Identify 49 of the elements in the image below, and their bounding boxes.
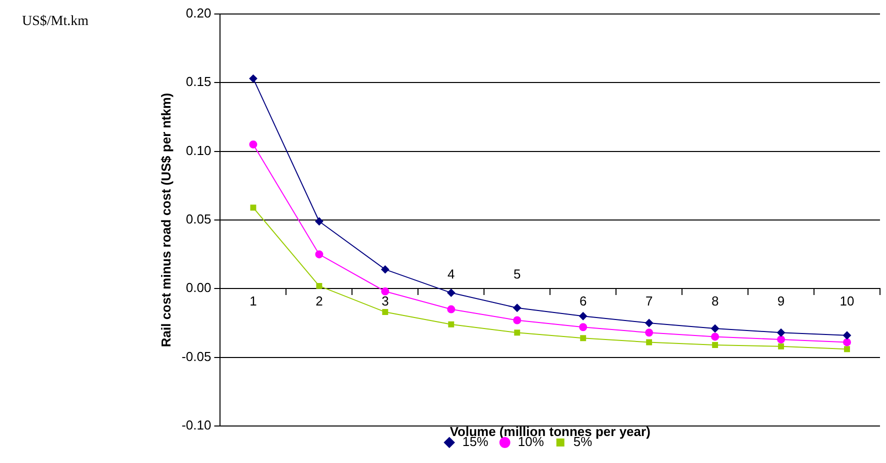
point [514, 330, 520, 336]
x-tick-label: 8 [711, 294, 719, 309]
point [381, 287, 390, 296]
point [711, 324, 720, 332]
y-tick-label: 0.00 [186, 280, 212, 296]
point [316, 282, 322, 289]
point [579, 312, 588, 320]
y-tick-label: 0.10 [186, 142, 212, 158]
y-tick-label: 0.15 [186, 74, 212, 90]
x-tick-label: 4 [448, 266, 455, 282]
point [447, 305, 456, 314]
point [381, 265, 390, 274]
text: US$/Mt.km [22, 14, 89, 30]
x-tick-label: 10 [840, 294, 854, 309]
point [778, 343, 784, 350]
point [448, 321, 454, 328]
point [777, 335, 786, 344]
point [645, 319, 654, 327]
point [645, 328, 654, 337]
point [513, 304, 522, 312]
y-tick-label: 0.20 [186, 6, 212, 21]
x-tick-label: 1 [250, 294, 257, 309]
point [513, 316, 522, 324]
x-tick-label: 7 [645, 294, 653, 309]
point [844, 346, 850, 352]
point [382, 309, 388, 315]
point [315, 217, 324, 226]
point [249, 140, 258, 148]
x-tick-label: 6 [579, 294, 587, 309]
point [249, 74, 258, 83]
x-tick-label: 2 [316, 294, 323, 309]
point [712, 342, 718, 348]
point [777, 328, 786, 337]
point [579, 323, 588, 332]
point [250, 204, 256, 211]
y-tick-label: -0.05 [182, 348, 212, 364]
point [580, 335, 586, 342]
y-tick-label: 0.05 [186, 212, 212, 227]
point [315, 250, 324, 258]
x-tick-label: 5 [514, 266, 521, 282]
x-tick-label: 3 [382, 294, 389, 309]
y-tick-label: -0.10 [182, 418, 212, 433]
point [447, 288, 456, 297]
y-axis-title: Rail cost minus road cost (US$ per ntkm) [158, 92, 174, 348]
point [646, 339, 652, 346]
x-tick-label: 9 [777, 294, 785, 309]
point [843, 331, 852, 340]
point [711, 332, 720, 341]
point [843, 338, 852, 346]
